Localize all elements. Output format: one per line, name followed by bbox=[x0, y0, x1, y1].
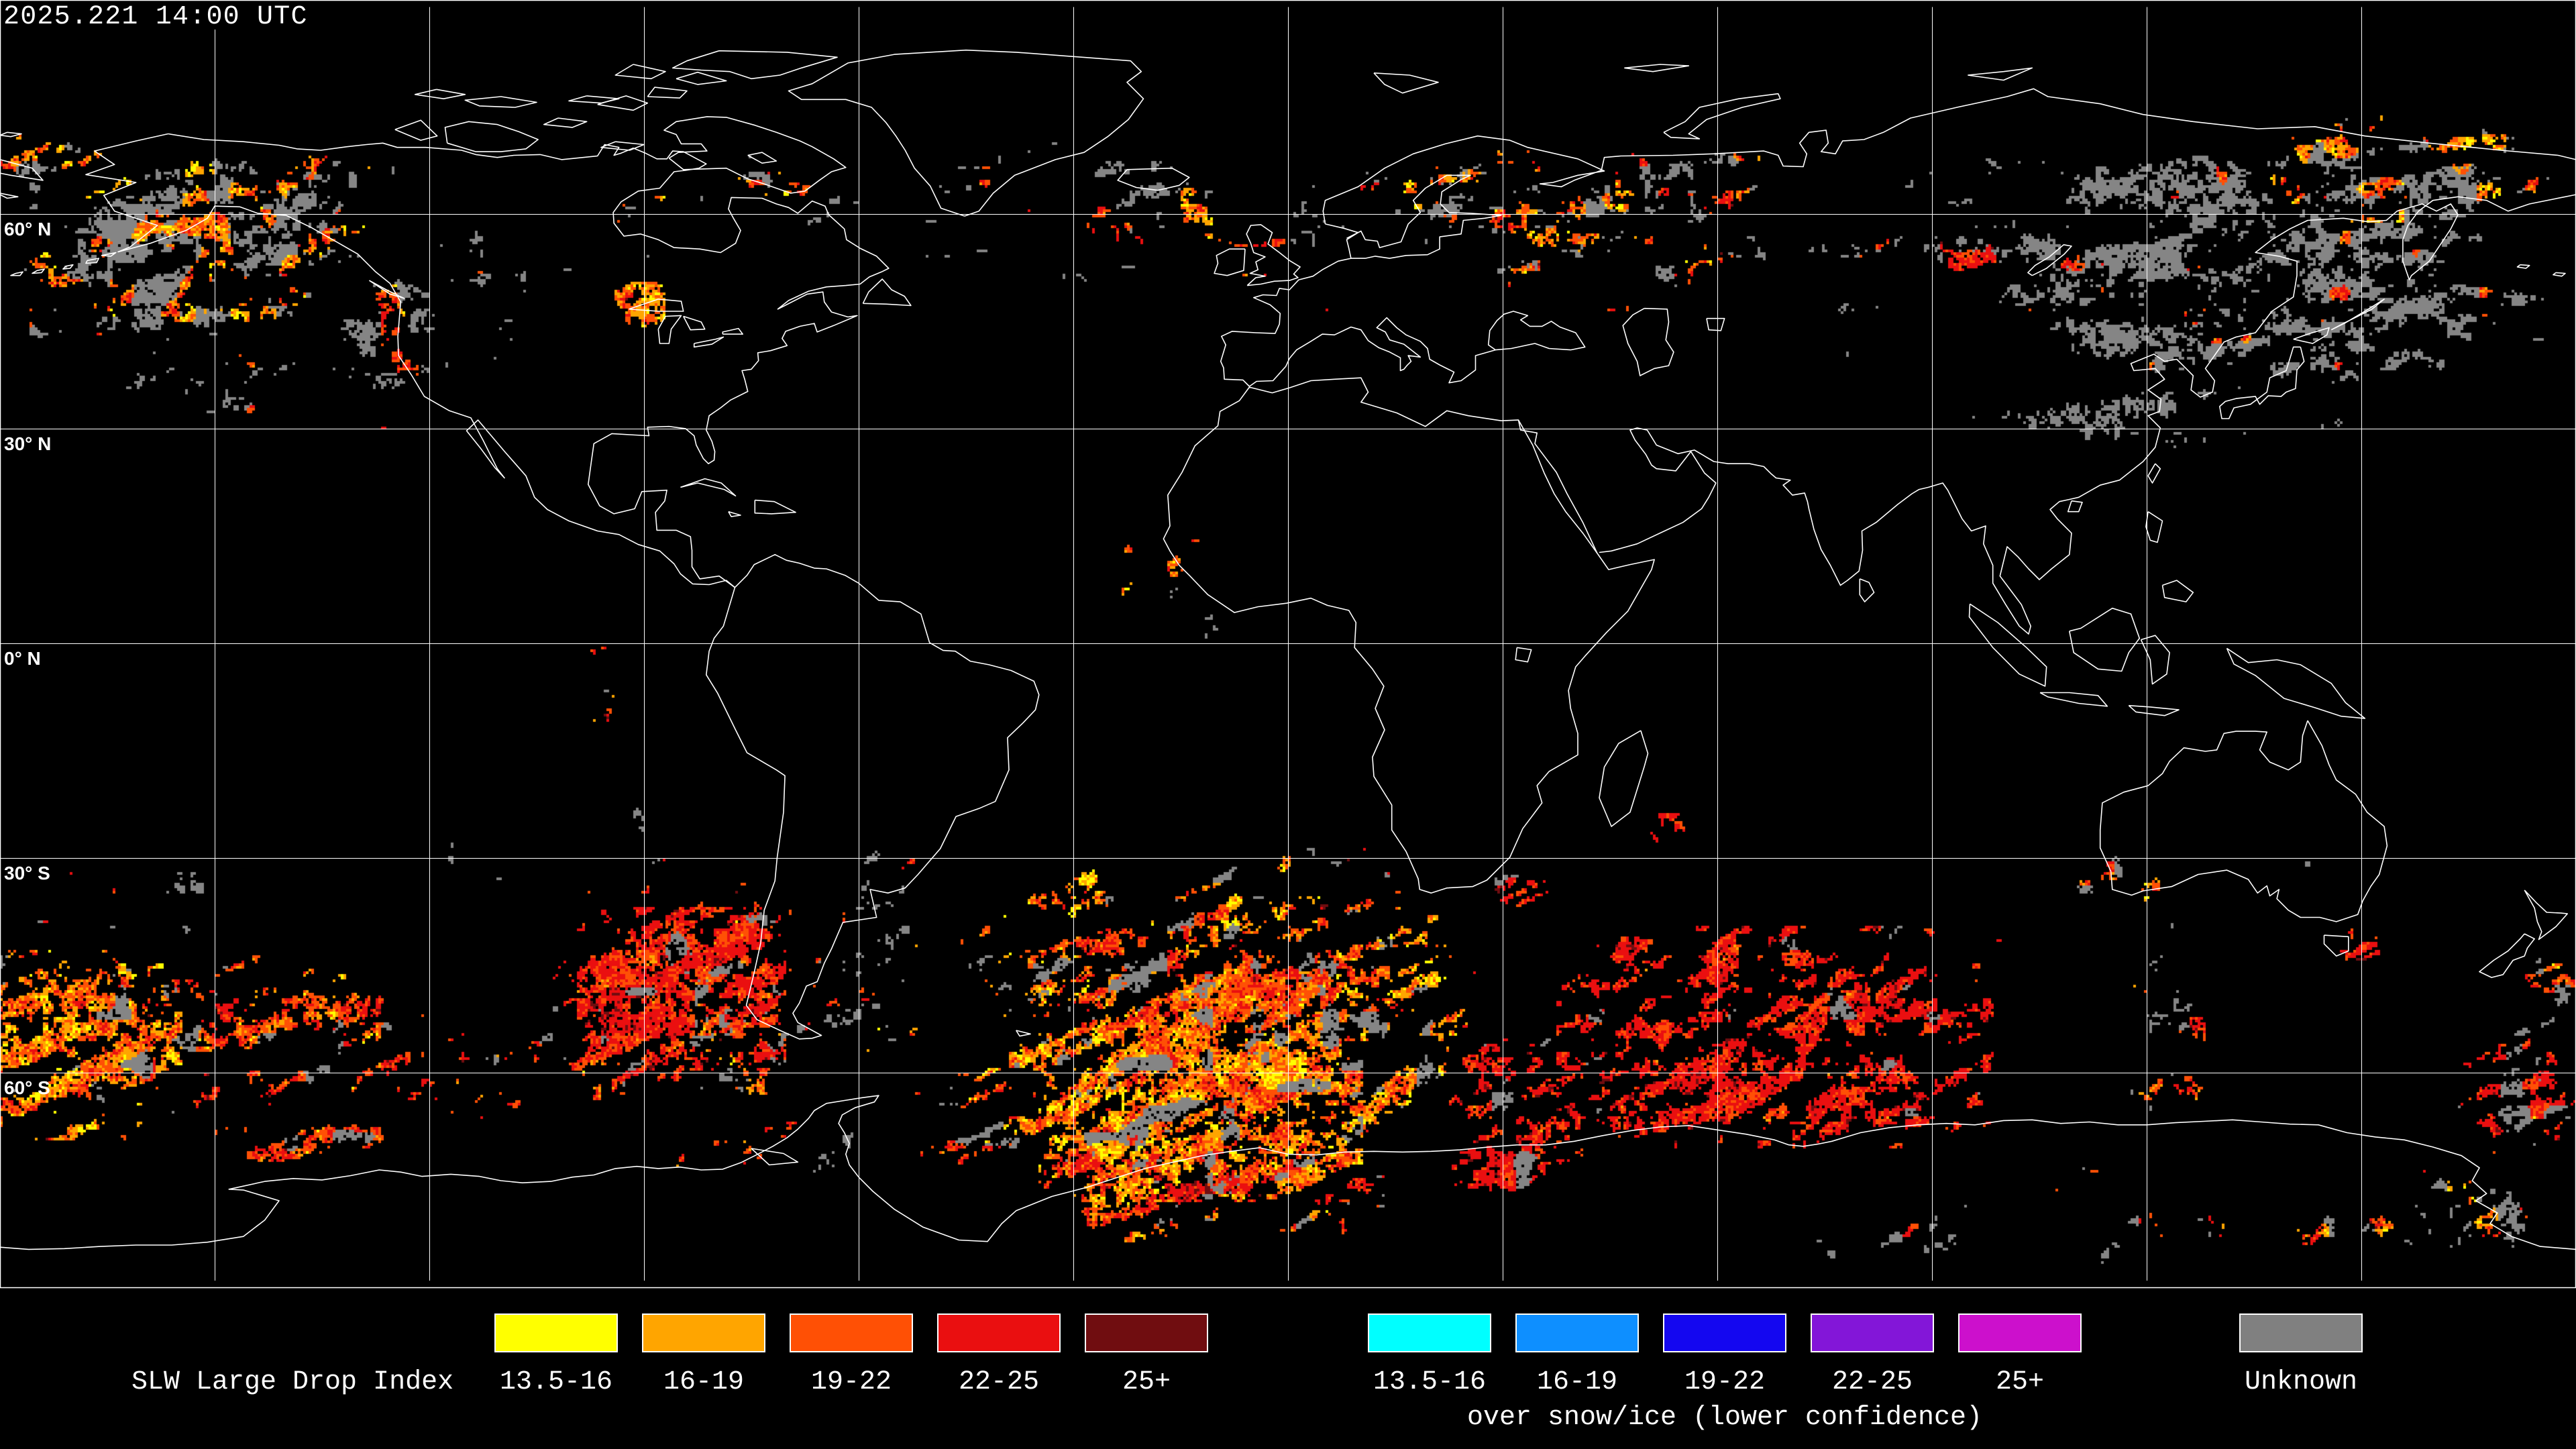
svg-text:60° N: 60° N bbox=[4, 219, 51, 239]
svg-text:13.5-16: 13.5-16 bbox=[1373, 1367, 1486, 1397]
svg-text:16-19: 16-19 bbox=[1537, 1367, 1617, 1397]
svg-text:30° N: 30° N bbox=[4, 433, 51, 454]
svg-text:22-25: 22-25 bbox=[959, 1367, 1039, 1397]
svg-text:22-25: 22-25 bbox=[1832, 1367, 1913, 1397]
svg-text:13.5-16: 13.5-16 bbox=[500, 1367, 612, 1397]
svg-text:2025.221 14:00 UTC: 2025.221 14:00 UTC bbox=[3, 2, 308, 32]
svg-text:Unknown: Unknown bbox=[2245, 1367, 2357, 1397]
svg-text:0° N: 0° N bbox=[4, 648, 41, 669]
svg-text:60° S: 60° S bbox=[4, 1077, 50, 1098]
svg-text:SLW Large Drop Index: SLW Large Drop Index bbox=[131, 1367, 453, 1397]
svg-text:16-19: 16-19 bbox=[663, 1367, 744, 1397]
svg-text:19-22: 19-22 bbox=[811, 1367, 892, 1397]
svg-text:19-22: 19-22 bbox=[1684, 1367, 1765, 1397]
svg-text:over snow/ice (lower confidenc: over snow/ice (lower confidence) bbox=[1467, 1403, 1982, 1433]
svg-text:25+: 25+ bbox=[1122, 1367, 1171, 1397]
svg-text:30° S: 30° S bbox=[4, 863, 50, 883]
svg-text:25+: 25+ bbox=[1996, 1367, 2044, 1397]
